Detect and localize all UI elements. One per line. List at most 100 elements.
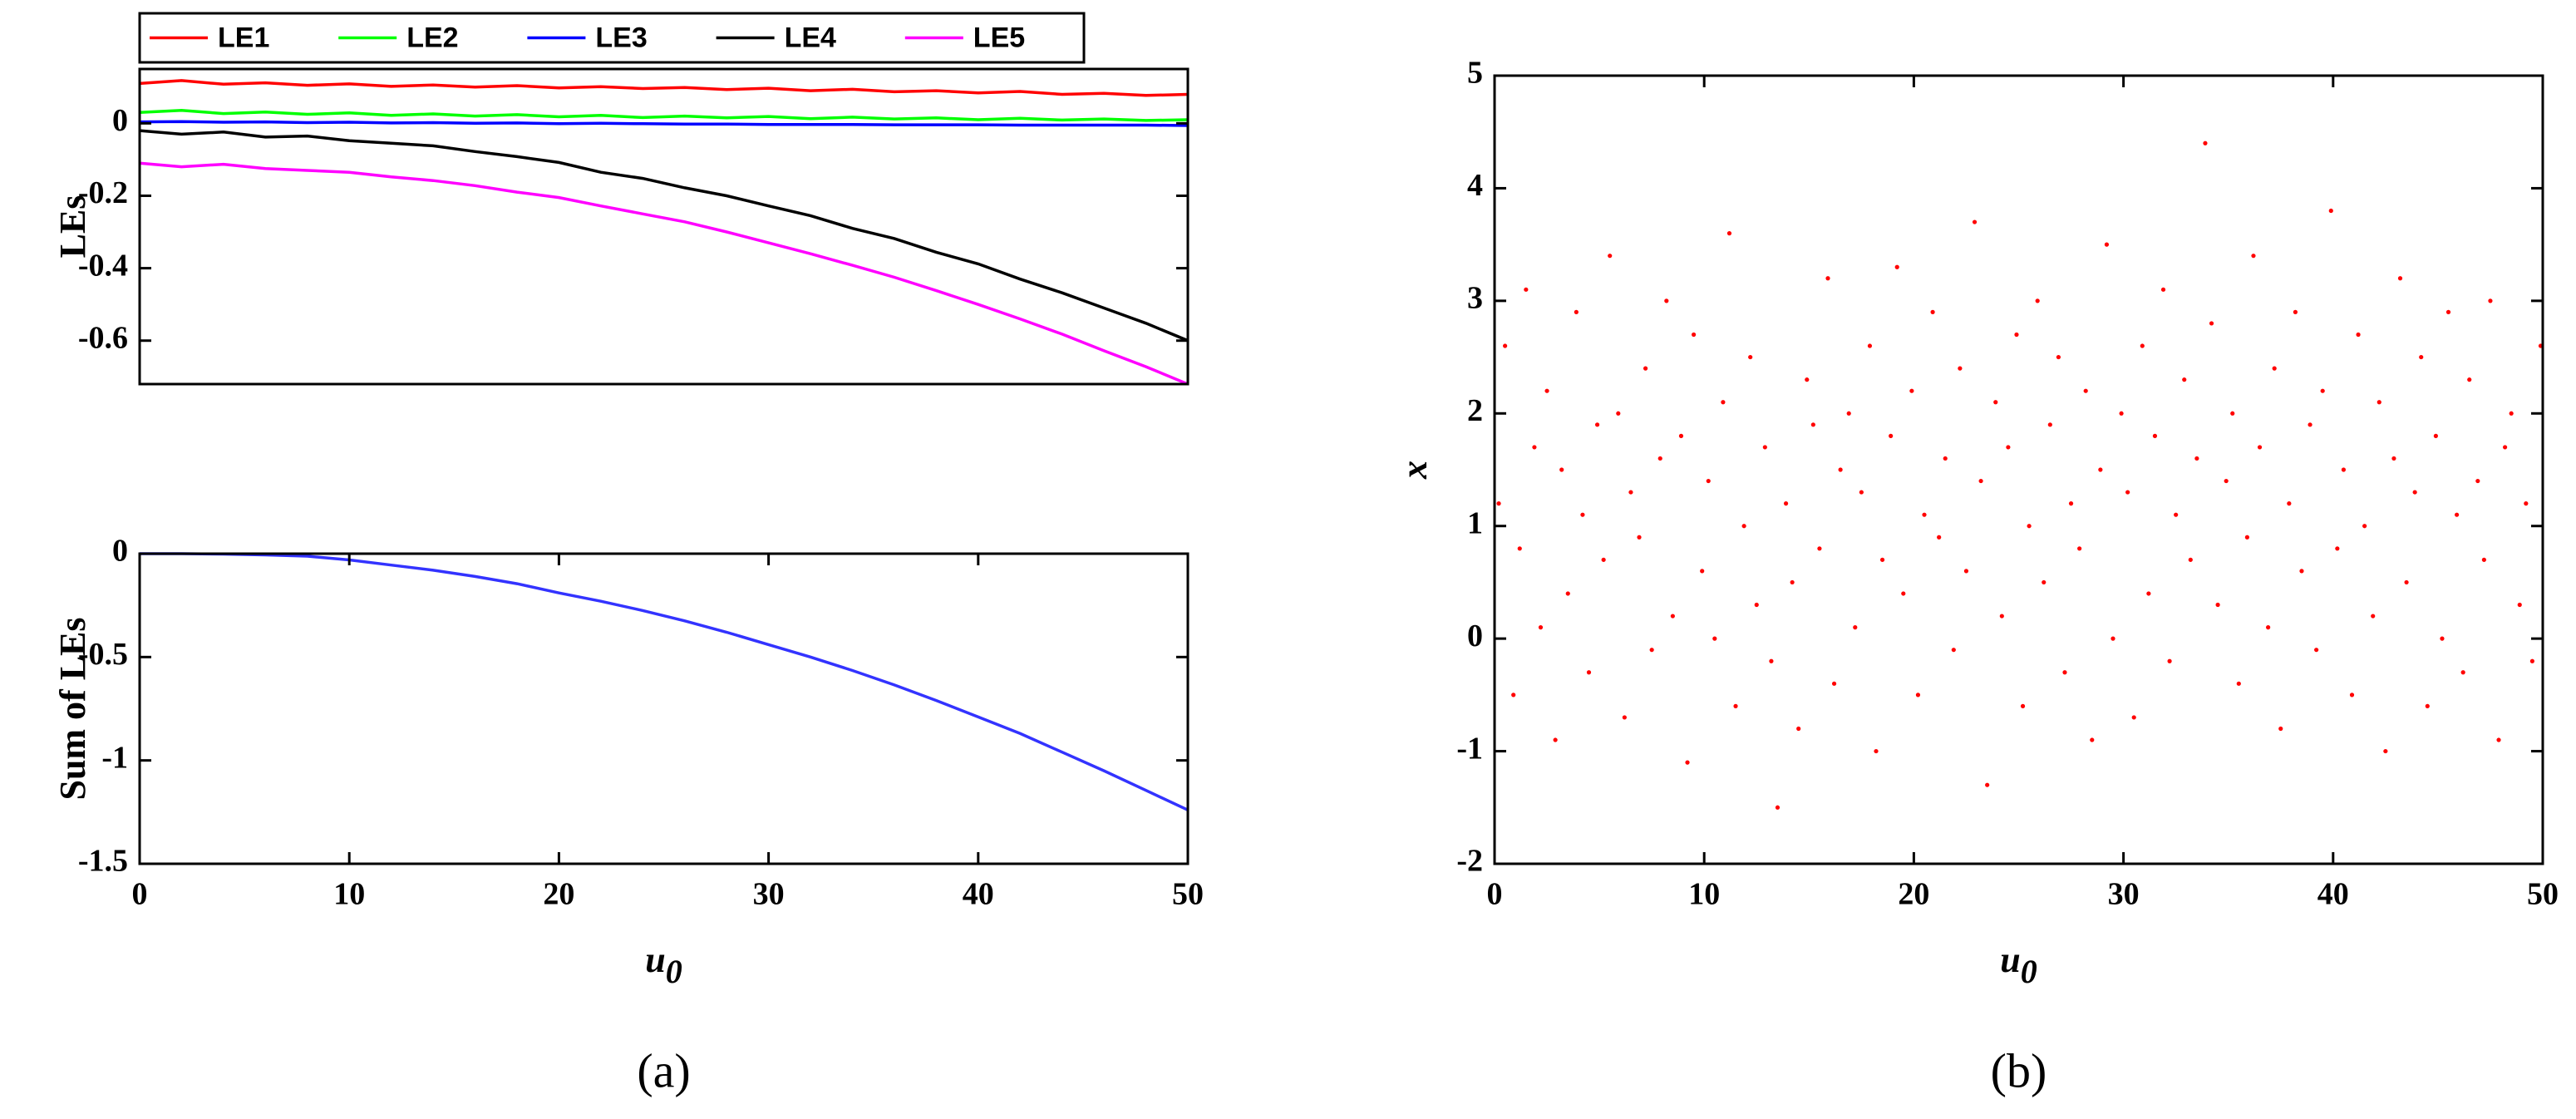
point xyxy=(2266,625,2271,630)
point xyxy=(2356,332,2361,338)
point xyxy=(1922,512,1927,517)
x-tick-label: 30 xyxy=(753,877,785,912)
point xyxy=(1553,737,1558,742)
legend-label: LE3 xyxy=(595,22,647,53)
point xyxy=(2140,343,2145,348)
point xyxy=(2299,569,2304,574)
point xyxy=(2454,512,2460,517)
point xyxy=(1741,524,1746,529)
point xyxy=(1565,591,1570,596)
point xyxy=(1649,648,1654,653)
x-tick-label: 10 xyxy=(1688,877,1720,912)
point xyxy=(1657,456,1662,461)
point xyxy=(2098,467,2103,472)
point xyxy=(2320,388,2325,393)
x-axis-label-sub: 0 xyxy=(666,953,682,990)
legend-label: LE4 xyxy=(785,22,836,53)
point xyxy=(2111,636,2115,641)
x-axis-label: u0 xyxy=(2000,939,2037,990)
point xyxy=(1517,546,1522,551)
point xyxy=(1594,422,1600,427)
point xyxy=(1748,354,1753,360)
point xyxy=(2257,445,2263,450)
x-tick-label: 0 xyxy=(132,877,148,912)
legend-label: LE2 xyxy=(406,22,458,53)
axes-frame xyxy=(138,552,1189,865)
point xyxy=(2278,726,2283,732)
point xyxy=(1999,614,2004,619)
point xyxy=(1712,636,1717,641)
point xyxy=(2475,478,2480,484)
y-tick-label: -1 xyxy=(101,740,128,775)
point xyxy=(2006,445,2011,450)
point xyxy=(1810,422,1815,427)
x-axis-label-main: u xyxy=(645,939,665,980)
point xyxy=(2445,309,2451,314)
point xyxy=(1775,805,1781,810)
point xyxy=(1783,501,1789,506)
point xyxy=(1943,456,1948,461)
point xyxy=(1978,478,1983,484)
point xyxy=(2020,703,2026,709)
point xyxy=(2524,501,2529,506)
plot-area xyxy=(140,552,1188,811)
point xyxy=(2027,524,2032,529)
point xyxy=(1790,579,1795,585)
point xyxy=(2496,737,2501,742)
point xyxy=(1664,298,1669,303)
x-tick-label: 20 xyxy=(543,877,574,912)
point xyxy=(1574,309,1579,314)
point xyxy=(1754,602,1759,608)
point xyxy=(2104,242,2110,247)
point xyxy=(2209,321,2214,326)
point xyxy=(2215,602,2220,608)
point xyxy=(1963,569,1969,574)
point xyxy=(1993,400,1998,405)
point xyxy=(1700,569,1705,574)
y-tick-label: 0 xyxy=(112,103,128,138)
point xyxy=(2349,693,2355,698)
point xyxy=(2460,670,2465,675)
point xyxy=(1538,625,1544,630)
point xyxy=(2131,715,2136,720)
point xyxy=(1951,648,1956,653)
point xyxy=(1670,614,1675,619)
point xyxy=(1496,501,1501,506)
point xyxy=(1721,400,1726,405)
point xyxy=(2488,298,2493,303)
plot-area xyxy=(140,79,1188,386)
point xyxy=(2287,501,2292,506)
point xyxy=(2377,400,2381,405)
point xyxy=(1930,309,1935,314)
point xyxy=(1879,557,1885,562)
point xyxy=(2293,309,2298,314)
point xyxy=(1853,625,1858,630)
legend-label: LE5 xyxy=(973,22,1025,53)
line xyxy=(140,552,1188,811)
y-tick-label: 2 xyxy=(1467,393,1483,428)
point xyxy=(1733,703,1738,709)
point xyxy=(1817,546,1822,551)
point xyxy=(1825,276,1830,281)
point xyxy=(1915,693,1921,698)
y-axis-label: x xyxy=(1394,461,1435,480)
line xyxy=(140,108,1188,122)
point xyxy=(1901,591,1906,596)
point xyxy=(1894,264,1899,269)
axes-frame xyxy=(138,67,1189,386)
point xyxy=(1937,535,1942,540)
point xyxy=(1889,433,1894,438)
point xyxy=(2068,501,2074,506)
x-tick-label: 20 xyxy=(1898,877,1929,912)
point xyxy=(2160,287,2166,292)
point xyxy=(2404,579,2409,585)
point xyxy=(1726,231,1732,236)
point xyxy=(2062,670,2067,675)
point xyxy=(2182,377,2187,382)
point xyxy=(2509,411,2514,416)
y-axis-label: LEs xyxy=(52,195,93,259)
point xyxy=(2397,276,2403,281)
point xyxy=(2035,298,2040,303)
point xyxy=(2335,546,2340,551)
point xyxy=(2047,422,2052,427)
